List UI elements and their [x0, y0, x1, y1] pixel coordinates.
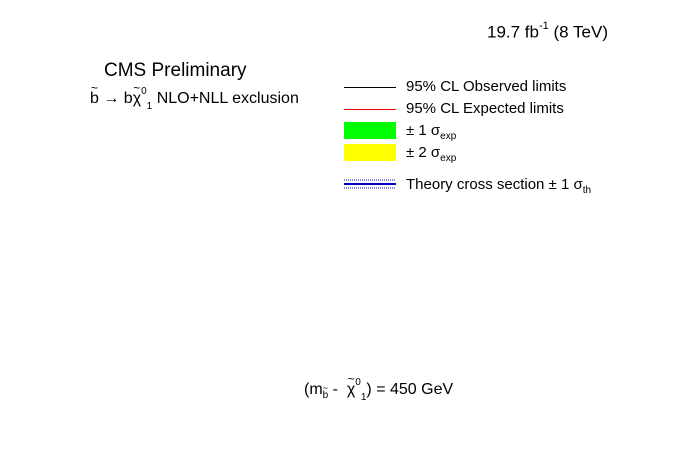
- legend-label: ± 2 σ: [406, 144, 441, 161]
- legend-sub: exp: [440, 153, 457, 164]
- cms-preliminary-label: CMS Preliminary: [104, 60, 247, 81]
- process-label: ~ b → b ~ χ0 1 NLO+NLL exclusion: [90, 81, 299, 126]
- legend-expected: 95% CL Expected limits: [344, 100, 674, 120]
- observed-line-swatch: [344, 87, 396, 88]
- decay-arrow: → b: [103, 90, 133, 107]
- legend-2sigma: ± 2 σexp: [344, 144, 674, 164]
- legend: 95% CL Observed limits 95% CL Expected l…: [344, 78, 674, 200]
- green-band-swatch: [344, 122, 396, 139]
- mass-close: ) = 450 GeV: [366, 381, 454, 398]
- legend-sub: exp: [440, 131, 457, 142]
- mass-minus: -: [328, 381, 347, 398]
- mass-chi-sub: 1: [360, 392, 367, 403]
- legend-theory: Theory cross section ± 1 σth: [344, 176, 674, 196]
- mass-chi-sup: 0: [355, 377, 361, 388]
- lumi-value: 19.7 fb: [487, 22, 539, 42]
- legend-label: 95% CL Expected limits: [406, 100, 564, 117]
- lumi-exp: -1: [539, 20, 549, 32]
- legend-label: 95% CL Observed limits: [406, 78, 567, 95]
- yellow-band-swatch: [344, 144, 396, 161]
- mass-sub: b: [322, 390, 329, 402]
- neutralino-sup: 0: [141, 86, 147, 97]
- luminosity-label: 19.7 fb-1 (8 TeV): [487, 20, 609, 43]
- sbottom-symbol: ~ b: [90, 81, 99, 107]
- legend-observed: 95% CL Observed limits: [344, 78, 674, 98]
- legend-sub: th: [582, 185, 592, 196]
- neutralino-symbol: ~ χ: [132, 81, 142, 107]
- exclusion-label: NLO+NLL exclusion: [156, 90, 299, 107]
- expected-line-swatch: [344, 109, 396, 110]
- mass-condition-label: (m ~ b - ~ χ01) = 450 GeV: [304, 372, 454, 403]
- theory-line-swatch: [344, 179, 396, 189]
- legend-label: ± 1 σ: [406, 122, 441, 139]
- legend-1sigma: ± 1 σexp: [344, 122, 674, 142]
- legend-label: Theory cross section ± 1 σ: [406, 176, 583, 193]
- lumi-energy: (8 TeV): [553, 22, 609, 42]
- neutralino-symbol: ~ χ: [346, 372, 356, 398]
- neutralino-sub: 1: [146, 101, 153, 112]
- mass-open: (m: [304, 381, 323, 398]
